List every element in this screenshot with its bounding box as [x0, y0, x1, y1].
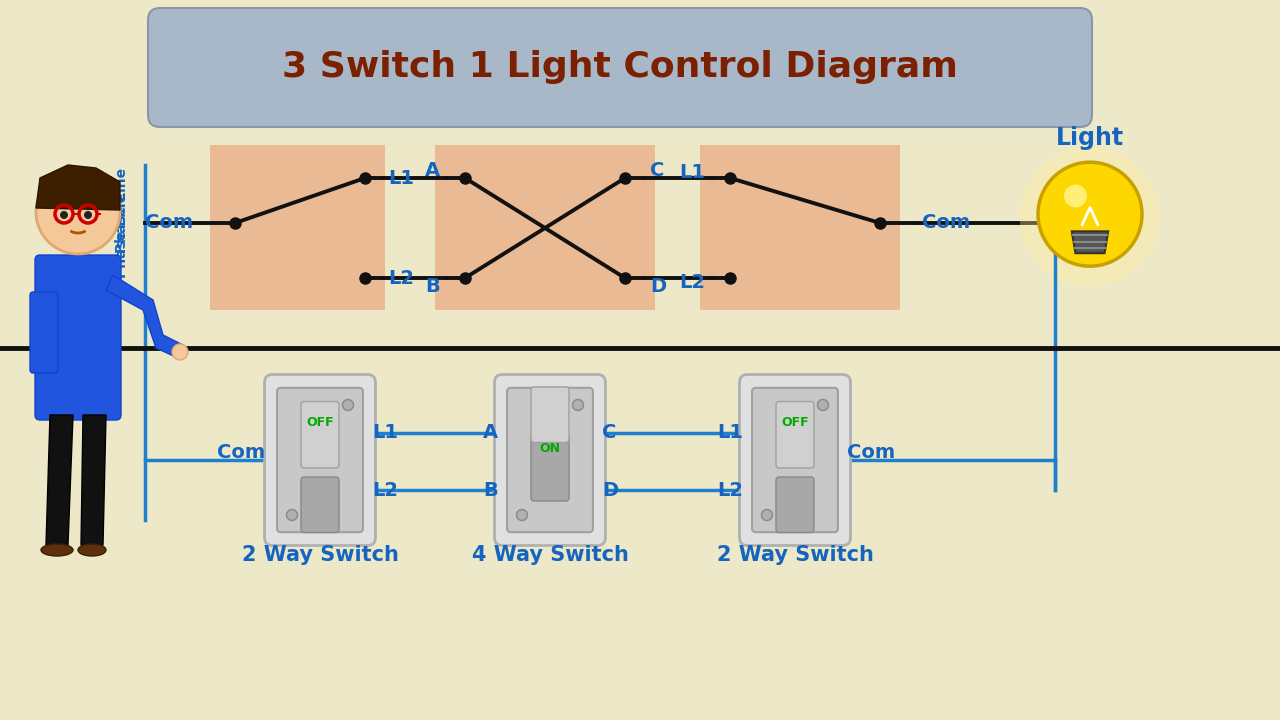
FancyBboxPatch shape: [265, 374, 375, 546]
Polygon shape: [1071, 231, 1108, 253]
Circle shape: [572, 400, 584, 410]
Text: C: C: [602, 423, 617, 443]
Ellipse shape: [78, 544, 106, 556]
Circle shape: [287, 510, 297, 521]
Polygon shape: [81, 415, 106, 545]
FancyBboxPatch shape: [776, 477, 814, 533]
FancyBboxPatch shape: [148, 8, 1092, 127]
Bar: [210, 145, 385, 310]
Text: 4 Way Switch: 4 Way Switch: [471, 545, 628, 565]
Text: A: A: [425, 161, 440, 179]
Text: Com: Com: [216, 443, 265, 462]
FancyBboxPatch shape: [301, 477, 339, 533]
FancyBboxPatch shape: [35, 255, 122, 420]
Text: L2: L2: [388, 269, 413, 287]
Text: Phase Line: Phase Line: [115, 192, 129, 278]
Text: B: B: [484, 480, 498, 500]
FancyBboxPatch shape: [740, 374, 850, 546]
Circle shape: [762, 510, 773, 521]
Circle shape: [1064, 184, 1087, 207]
Text: L2: L2: [717, 480, 742, 500]
Text: C: C: [650, 161, 664, 179]
FancyBboxPatch shape: [531, 387, 570, 443]
Polygon shape: [46, 415, 73, 545]
Text: D: D: [650, 276, 666, 295]
FancyBboxPatch shape: [29, 292, 58, 373]
Text: Com: Com: [922, 214, 970, 233]
Circle shape: [84, 211, 92, 219]
Bar: [435, 145, 655, 310]
Text: 3 Switch 1 Light Control Diagram: 3 Switch 1 Light Control Diagram: [282, 50, 957, 84]
Text: OFF: OFF: [306, 416, 334, 430]
Polygon shape: [106, 275, 183, 358]
FancyBboxPatch shape: [776, 402, 814, 468]
Text: A: A: [483, 423, 498, 443]
Text: L1: L1: [372, 423, 398, 443]
Text: D: D: [602, 480, 618, 500]
Ellipse shape: [41, 544, 73, 556]
Text: OFF: OFF: [781, 416, 809, 430]
Polygon shape: [36, 165, 120, 210]
Bar: [700, 145, 900, 310]
Text: 2 Way Switch: 2 Way Switch: [717, 545, 873, 565]
Text: L2: L2: [372, 480, 398, 500]
Text: L2: L2: [678, 274, 705, 292]
Text: ON: ON: [539, 441, 561, 454]
FancyBboxPatch shape: [531, 434, 570, 501]
Circle shape: [517, 510, 527, 521]
Circle shape: [818, 400, 828, 410]
FancyBboxPatch shape: [276, 388, 364, 532]
FancyBboxPatch shape: [507, 388, 593, 532]
FancyBboxPatch shape: [301, 402, 339, 468]
FancyBboxPatch shape: [753, 388, 838, 532]
Circle shape: [1020, 147, 1160, 287]
FancyBboxPatch shape: [494, 374, 605, 546]
Text: Com: Com: [847, 443, 895, 462]
Text: Light: Light: [1056, 126, 1124, 150]
Text: L1: L1: [717, 423, 742, 443]
Circle shape: [36, 170, 120, 254]
Text: L1: L1: [678, 163, 705, 182]
Circle shape: [60, 211, 68, 219]
Text: B: B: [425, 276, 440, 295]
Circle shape: [1038, 162, 1142, 266]
Text: Com: Com: [145, 214, 193, 233]
Circle shape: [172, 344, 188, 360]
Text: L1: L1: [388, 168, 413, 187]
Text: 2 Way Switch: 2 Way Switch: [242, 545, 398, 565]
Text: Phase Line: Phase Line: [115, 168, 129, 253]
Circle shape: [343, 400, 353, 410]
